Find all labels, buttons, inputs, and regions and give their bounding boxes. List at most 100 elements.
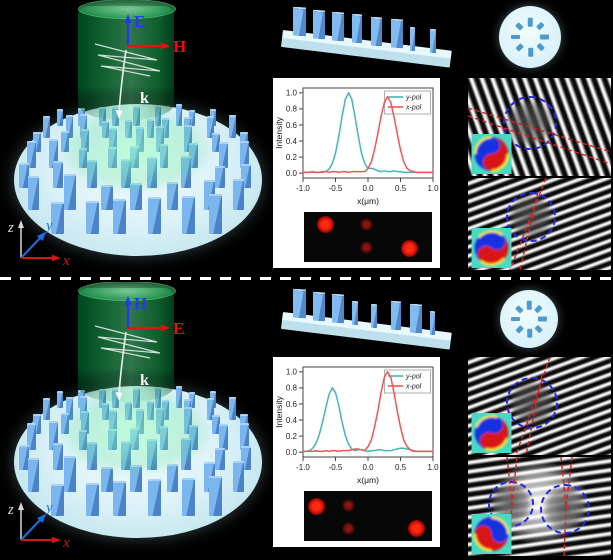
- k-vector-arrowhead: [115, 110, 123, 119]
- nanopillar: [27, 175, 40, 210]
- nanopillar: [57, 391, 64, 408]
- row-nanopillar: [332, 11, 344, 42]
- nanopillar: [218, 142, 228, 168]
- up-field-arrowhead: [124, 14, 132, 23]
- focal-spot-bright: [317, 216, 335, 233]
- focal-spot-dim: [360, 240, 374, 254]
- nanopillar: [215, 165, 226, 188]
- nanopillar: [218, 424, 228, 450]
- y-axis-arrowhead: [37, 232, 46, 241]
- meta-atom-dash: [515, 305, 524, 314]
- legend-label: y-pol: [405, 374, 422, 381]
- nanopillar: [18, 444, 30, 470]
- intensity-analysis-panel: -1.0 -0.5 0.0 0.5 1.0 0.0 0.2 0.4 0.6 0.8 1.0 x(μm)…: [273, 78, 440, 268]
- x-axis-arrowhead: [52, 536, 61, 544]
- nanopillar: [64, 174, 76, 210]
- nanopillar: [32, 413, 41, 434]
- intensity-line-chart: -1.0 -0.5 0.0 0.5 1.0 0.0 0.2 0.4 0.6 0.8 1.0 x(μm)…: [274, 87, 439, 206]
- series-x-pol: [302, 371, 434, 453]
- nanopillar: [112, 199, 126, 234]
- nanopillar: [48, 139, 58, 168]
- fringe-dislocation-lines: [515, 357, 551, 455]
- nanopillar: [64, 456, 76, 492]
- polarization-trace: [94, 43, 161, 77]
- nanopillar: [147, 197, 161, 234]
- x-tick-label: -1.0: [296, 463, 310, 472]
- nanopillar: [52, 161, 64, 188]
- field-vector-overlay: E H k: [94, 12, 186, 119]
- k-vector-label: k: [140, 372, 149, 389]
- nanopillar: [240, 422, 250, 450]
- nanopillar: [229, 396, 237, 420]
- nanopillar: [206, 397, 214, 420]
- nanopillar: [85, 482, 99, 516]
- nanopillar: [51, 484, 65, 516]
- y-axis-arrow: [20, 517, 43, 541]
- row-nanopillar: [312, 291, 325, 321]
- series-x-pol: [302, 96, 434, 174]
- nanopillar: [147, 479, 161, 516]
- focal-spots-image: [304, 491, 432, 541]
- meta-atom-dash: [510, 34, 520, 40]
- incident-beam-cylinder: [78, 6, 174, 120]
- nanopillar: [57, 109, 64, 126]
- x-axis-arrowhead: [52, 254, 61, 262]
- right-field-arrowhead: [161, 324, 170, 332]
- x-tick-label: 0.0: [362, 184, 374, 193]
- focal-spot-bright: [308, 497, 326, 515]
- y-tick-label: 0.0: [286, 169, 298, 178]
- nanopillar: [43, 115, 51, 138]
- interference-pattern-xpol: [468, 457, 611, 556]
- nanopillar: [209, 476, 223, 516]
- metasurface-top-view: [500, 290, 558, 348]
- nanopillar-row-3d-render: [275, 282, 461, 356]
- focal-spot-dim: [342, 498, 356, 512]
- nanopillar: [27, 422, 37, 450]
- vortex-phase-inset: [470, 413, 513, 453]
- nanopillar: [240, 140, 250, 168]
- x-tick-label: -0.5: [329, 184, 343, 193]
- row-nanopillar: [410, 26, 415, 51]
- meta-atom-dash: [515, 43, 524, 52]
- nanopillar: [27, 140, 37, 168]
- vortex-phase-map: [471, 413, 512, 453]
- x-tick-label: 0.5: [395, 463, 407, 472]
- y-tick-label: 0.4: [286, 137, 298, 146]
- legend-label: x-pol: [405, 384, 422, 391]
- series-y-pol: [302, 387, 434, 453]
- interference-pattern-xpol: [468, 178, 611, 270]
- nanopillar: [188, 110, 196, 126]
- fringe-dislocation-lines: [506, 457, 573, 556]
- row-nanopillar: [293, 288, 306, 319]
- interference-pattern-ypol: [468, 78, 611, 176]
- z-axis-label: z: [7, 220, 14, 236]
- nanopillar: [32, 131, 41, 152]
- meta-atom-dash: [526, 328, 532, 338]
- row-nanopillar: [429, 310, 435, 336]
- nanopillar: [212, 414, 220, 434]
- nanopillar: [215, 447, 226, 470]
- nanopillar: [188, 392, 196, 408]
- vortex-marker-circle: [505, 191, 556, 242]
- z-axis-label: z: [7, 502, 14, 518]
- panel-x-pol-illumination: H E k z y x -1.0 -0.5 0.0 0.5 1.0 0.0 0.2 0.4 0.…: [0, 282, 613, 560]
- nanopillar: [65, 396, 73, 420]
- up-field-label: H: [134, 294, 147, 313]
- nanopillar: [27, 457, 40, 492]
- row-nanopillar: [371, 303, 377, 328]
- intensity-line-chart: -1.0 -0.5 0.0 0.5 1.0 0.0 0.2 0.4 0.6 0.8 1.0 x(μm)…: [274, 366, 439, 485]
- nanopillar: [112, 481, 126, 516]
- right-field-arrowhead: [161, 42, 170, 50]
- x-axis-title: x(μm): [357, 475, 379, 485]
- x-tick-label: 0.0: [362, 463, 374, 472]
- nanopillar: [48, 421, 58, 450]
- meta-atom-dash: [536, 43, 545, 52]
- row-nanopillar: [351, 301, 358, 326]
- nanopillar: [18, 162, 30, 188]
- meta-atom-dash: [534, 324, 543, 333]
- vortex-phase-map: [471, 228, 512, 268]
- focal-spot-dim: [342, 522, 356, 535]
- metasurface-3d-scene: E H k z y x: [0, 0, 270, 278]
- x-tick-label: 0.5: [395, 184, 407, 193]
- y-tick-label: 1.0: [286, 89, 298, 98]
